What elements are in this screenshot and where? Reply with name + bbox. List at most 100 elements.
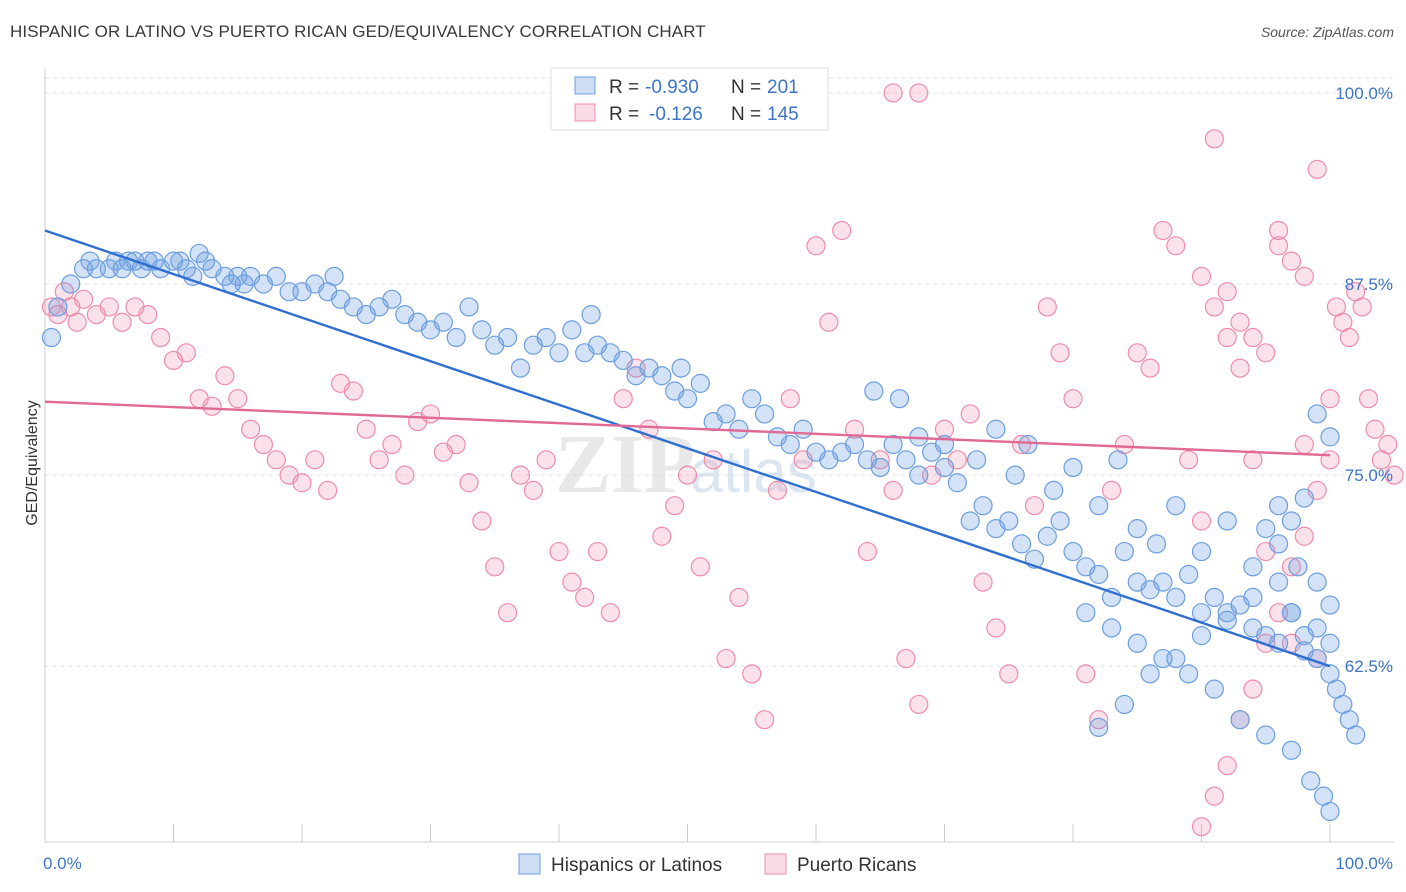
hispanic-point-123 [1063, 457, 1083, 478]
hispanic-point-101 [1166, 587, 1186, 608]
hispanic-point-80 [896, 450, 916, 470]
hispanic-point-91 [1037, 526, 1057, 546]
puerto-rican-point-94 [1217, 327, 1237, 348]
hispanic-point-44 [459, 297, 479, 317]
hispanic-point-141 [1204, 679, 1224, 699]
hispanic-point-38 [382, 289, 402, 309]
puerto-rican-point-119 [1243, 679, 1263, 699]
hispanic-point-84 [947, 473, 967, 493]
puerto-rican-point-70 [909, 694, 929, 715]
puerto-rican-point-85 [1101, 480, 1122, 500]
puerto-rican-point-8 [112, 312, 132, 332]
puerto-rican-point-88 [1140, 358, 1160, 378]
legend-n-value-blue: 201 [767, 77, 799, 98]
puerto-rican-point-121 [1217, 755, 1237, 776]
hispanic-point-164 [1217, 603, 1237, 623]
puerto-rican-point-41 [536, 450, 556, 470]
puerto-rican-point-22 [292, 473, 312, 493]
hispanic-point-161 [1281, 511, 1302, 531]
puerto-rican-point-133 [1256, 343, 1276, 363]
puerto-rican-point-30 [395, 465, 415, 485]
puerto-rican-point-13 [176, 343, 196, 363]
bottom-legend-label-pink: Puerto Ricans [797, 855, 916, 876]
legend-n-label-blue: N = [731, 77, 761, 98]
hispanic-point-125 [1108, 450, 1128, 470]
puerto-rican-point-78 [1011, 434, 1032, 455]
hispanic-point-79 [883, 434, 903, 455]
hispanic-point-118 [967, 450, 987, 470]
puerto-rican-point-69 [896, 648, 916, 669]
hispanic-point-54 [581, 304, 601, 325]
puerto-rican-point-100 [1294, 434, 1314, 455]
legend-r-label-pink: R = [609, 104, 639, 125]
y-tick-label-2: 75.0% [1345, 466, 1393, 485]
puerto-rican-point-132 [1268, 236, 1289, 256]
puerto-rican-point-131 [1281, 251, 1302, 271]
puerto-rican-point-81 [1050, 343, 1070, 363]
hispanic-point-78 [870, 457, 890, 478]
hispanic-point-20 [196, 251, 216, 271]
hispanic-point-60 [652, 366, 672, 386]
hispanic-point-120 [1005, 465, 1025, 485]
hispanic-point-33 [324, 266, 344, 286]
hispanic-point-48 [510, 358, 531, 378]
puerto-rican-point-50 [652, 526, 672, 546]
puerto-rican-point-130 [1294, 266, 1314, 286]
legend-r-label-blue: R = [609, 77, 639, 98]
puerto-rican-point-127 [909, 83, 929, 103]
legend-box: R = -0.930 N = 201 R = -0.126 N = 145 [550, 67, 829, 131]
puerto-rican-point-24 [318, 480, 338, 500]
puerto-rican-point-44 [575, 587, 595, 608]
puerto-rican-point-46 [600, 603, 621, 623]
bottom-legend-swatch-blue [518, 853, 541, 875]
puerto-rican-point-5 [73, 289, 94, 309]
hispanic-point-145 [1301, 771, 1321, 791]
series-puerto-ricans-points [41, 83, 1404, 837]
hispanic-point-126 [1127, 519, 1147, 539]
hispanic-point-76 [844, 434, 865, 455]
puerto-rican-point-0 [41, 297, 62, 317]
hispanic-point-4 [80, 251, 100, 271]
hispanic-point-151 [1294, 626, 1314, 646]
hispanic-point-81 [909, 465, 929, 485]
puerto-rican-point-37 [485, 557, 505, 577]
trend-lines [44, 229, 1331, 668]
puerto-rican-point-58 [754, 710, 775, 730]
hispanic-point-165 [1191, 626, 1212, 646]
hispanic-point-63 [677, 389, 698, 409]
hispanic-point-93 [1063, 541, 1083, 562]
hispanic-point-64 [690, 373, 710, 393]
puerto-rican-point-26 [343, 381, 363, 401]
puerto-rican-point-107 [1352, 297, 1372, 317]
hispanic-point-140 [1179, 664, 1199, 684]
puerto-rican-point-47 [613, 389, 633, 409]
legend-n-value-pink: 145 [767, 104, 799, 125]
puerto-rican-point-45 [587, 541, 608, 562]
bottom-legend: Hispanics or Latinos Puerto Ricans [518, 853, 916, 876]
hispanic-point-121 [1018, 434, 1038, 455]
puerto-rican-point-38 [498, 603, 518, 623]
hispanic-point-83 [934, 457, 955, 478]
puerto-rican-point-83 [1076, 664, 1096, 684]
hispanic-point-92 [1050, 511, 1070, 531]
hispanic-point-114 [864, 381, 884, 401]
hispanic-point-134 [1307, 572, 1327, 592]
puerto-rican-point-84 [1089, 710, 1109, 730]
puerto-rican-point-66 [857, 541, 878, 562]
puerto-rican-point-7 [99, 297, 119, 317]
hispanic-point-131 [1243, 557, 1263, 577]
hispanic-point-128 [1166, 496, 1186, 516]
hispanic-point-136 [1076, 603, 1096, 623]
puerto-rican-point-112 [1384, 465, 1404, 485]
puerto-rican-point-29 [382, 434, 402, 455]
puerto-rican-point-11 [151, 327, 171, 348]
puerto-rican-point-53 [690, 557, 710, 577]
puerto-rican-point-35 [459, 473, 479, 493]
puerto-rican-point-122 [1204, 786, 1224, 806]
hispanic-point-138 [1127, 633, 1147, 653]
hispanic-point-163 [1243, 587, 1263, 608]
hispanic-point-122 [1044, 480, 1064, 500]
hispanic-point-25 [234, 274, 254, 294]
puerto-rican-point-59 [767, 480, 788, 500]
